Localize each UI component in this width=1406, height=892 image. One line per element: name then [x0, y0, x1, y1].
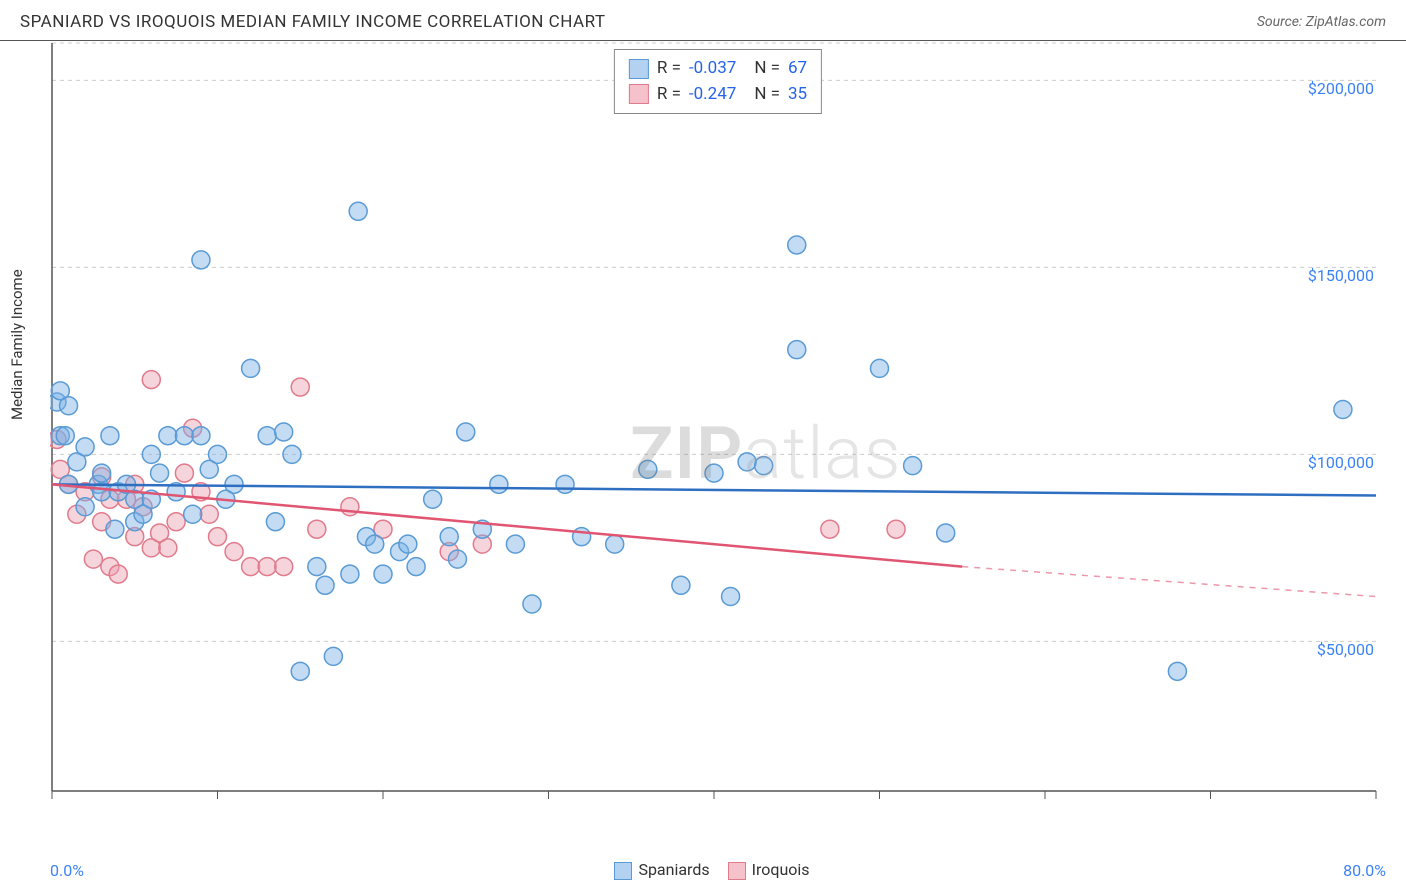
series-legend: Spaniards Iroquois: [0, 860, 1406, 880]
watermark: ZIPatlas: [630, 411, 902, 496]
legend-swatch: [629, 84, 649, 104]
y-tick-label: $50,000: [1317, 640, 1374, 659]
footer-series-label: Iroquois: [752, 860, 810, 879]
y-axis-label: Median Family Income: [8, 269, 26, 420]
legend-swatch: [629, 59, 649, 79]
y-tick-label: $100,000: [1308, 453, 1374, 472]
chart-header: SPANIARD VS IROQUOIS MEDIAN FAMILY INCOM…: [0, 0, 1406, 41]
footer-series-label: Spaniards: [638, 860, 709, 879]
y-tick-label: $150,000: [1308, 266, 1374, 285]
footer-swatch: [614, 862, 632, 880]
correlation-legend: R =-0.037N =67R =-0.247N =35: [614, 49, 822, 114]
chart-source: Source: ZipAtlas.com: [1257, 14, 1386, 30]
legend-row: R =-0.037N =67: [629, 56, 807, 82]
footer-swatch: [728, 862, 746, 880]
chart-title: SPANIARD VS IROQUOIS MEDIAN FAMILY INCOM…: [20, 12, 606, 32]
y-tick-label: $200,000: [1308, 79, 1374, 98]
legend-row: R =-0.247N =35: [629, 82, 807, 108]
chart-area: ZIPatlas R =-0.037N =67R =-0.247N =35 $5…: [50, 41, 1386, 831]
